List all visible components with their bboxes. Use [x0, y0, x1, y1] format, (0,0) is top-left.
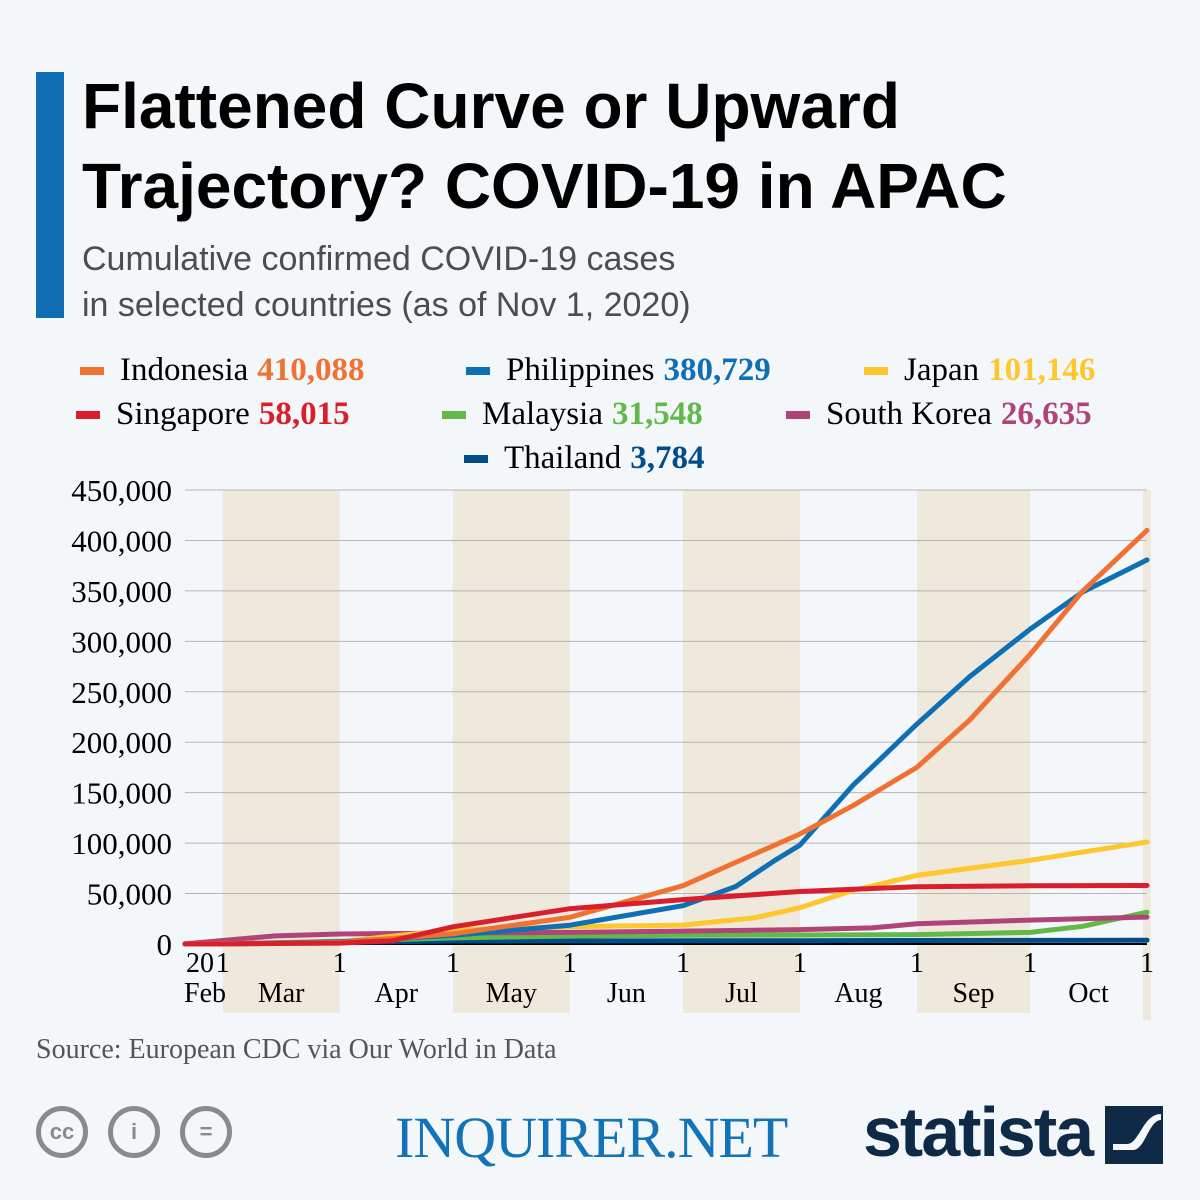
- legend-value: 380,729: [663, 352, 771, 388]
- y-tick-label: 400,000: [71, 523, 172, 558]
- y-tick-label: 250,000: [71, 675, 172, 710]
- accent-bar: [36, 72, 64, 318]
- x-tick-month: Mar: [258, 978, 305, 1009]
- legend-label: Indonesia: [120, 352, 249, 388]
- x-tick-day: 1: [1140, 948, 1154, 979]
- subtitle-line-2: in selected countries (as of Nov 1, 2020…: [82, 286, 691, 324]
- legend-value: 26,635: [1000, 396, 1092, 432]
- cc-icon: cc: [36, 1106, 88, 1158]
- x-tick-day: 1: [676, 948, 690, 979]
- legend-label: Japan: [904, 352, 980, 388]
- series-line-singapore: [182, 883, 1150, 947]
- month-band: [682, 490, 800, 1013]
- x-tick-day: 1: [1023, 948, 1037, 979]
- legend-item: Japan 101,146: [864, 352, 1095, 389]
- legend-label: Thailand: [504, 440, 622, 476]
- x-tick-month: Jul: [725, 978, 758, 1009]
- legend-swatch: [786, 410, 810, 419]
- legend-label: Malaysia: [482, 396, 603, 432]
- legend-value: 410,088: [257, 352, 365, 388]
- x-tick-day: 1: [216, 948, 230, 979]
- legend-swatch: [464, 454, 488, 463]
- y-tick-label: 200,000: [71, 725, 172, 760]
- no-derivatives-icon: =: [180, 1106, 232, 1158]
- series-line-south-korea: [182, 914, 1150, 947]
- source-note: Source: European CDC via Our World in Da…: [36, 1034, 557, 1065]
- legend-item: Indonesia 410,088: [80, 352, 365, 389]
- statista-logo: statista: [863, 1093, 1094, 1171]
- legend-item: Malaysia 31,548: [442, 396, 703, 433]
- x-tick-day: 1: [563, 948, 577, 979]
- legend-swatch: [864, 366, 888, 375]
- x-tick-day: 1: [446, 948, 460, 979]
- subtitle: Cumulative confirmed COVID-19 cases in s…: [82, 236, 691, 328]
- legend-item: Singapore 58,015: [76, 396, 350, 433]
- x-tick-month: Feb: [184, 978, 226, 1009]
- month-band: [1143, 490, 1151, 1020]
- legend-item: Philippines 380,729: [466, 352, 771, 389]
- x-tick-day: 1: [333, 948, 347, 979]
- y-tick-label: 150,000: [71, 776, 172, 811]
- attribution-icon: i: [108, 1106, 160, 1158]
- legend-swatch: [442, 410, 466, 419]
- y-tick-label: 100,000: [71, 826, 172, 861]
- statista-logo-mark: [1105, 1106, 1163, 1164]
- x-tick-day: 20: [186, 948, 214, 979]
- legend-value: 3,784: [630, 440, 705, 476]
- x-tick-month: Jun: [607, 978, 646, 1009]
- legend-swatch: [76, 410, 100, 419]
- x-tick-month: Apr: [374, 978, 418, 1009]
- y-tick-label: 450,000: [71, 473, 172, 508]
- y-tick-label: 50,000: [87, 877, 172, 912]
- y-tick-label: 350,000: [71, 574, 172, 609]
- inquirer-logo: INQUIRER.NET: [395, 1105, 788, 1170]
- x-tick-day: 1: [910, 948, 924, 979]
- legend-label: Singapore: [116, 396, 250, 432]
- legend-value: 101,146: [988, 352, 1096, 388]
- month-band: [222, 490, 340, 1013]
- legend-swatch: [80, 366, 104, 375]
- y-tick-label: 0: [157, 927, 173, 962]
- x-tick-month: Oct: [1068, 978, 1109, 1009]
- x-tick-month: Aug: [834, 978, 882, 1009]
- y-tick-label: 300,000: [71, 624, 172, 659]
- legend-label: South Korea: [826, 396, 992, 432]
- page-title: Flattened Curve or Upward Trajectory? CO…: [82, 70, 1007, 222]
- legend-item: Thailand 3,784: [464, 440, 705, 477]
- x-tick-day: 1: [793, 948, 807, 979]
- subtitle-line-1: Cumulative confirmed COVID-19 cases: [82, 240, 676, 278]
- legend-value: 31,548: [611, 396, 703, 432]
- legend-value: 58,015: [258, 396, 350, 432]
- legend-item: South Korea 26,635: [786, 396, 1092, 433]
- legend-label: Philippines: [506, 352, 655, 388]
- x-tick-month: Sep: [952, 978, 994, 1009]
- legend-swatch: [466, 366, 490, 375]
- x-tick-month: May: [486, 978, 537, 1009]
